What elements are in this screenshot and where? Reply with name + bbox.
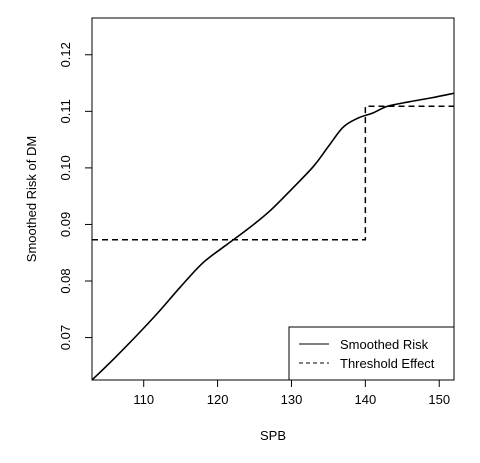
- y-tick-label: 0.07: [58, 325, 73, 350]
- y-tick-label: 0.09: [58, 212, 73, 237]
- series-layer: [91, 92, 455, 381]
- x-axis: 110 120 130 140 150: [133, 380, 450, 407]
- legend-label-threshold-effect: Threshold Effect: [340, 356, 435, 371]
- legend-label-smoothed-risk: Smoothed Risk: [340, 337, 429, 352]
- x-tick-label: 110: [133, 392, 154, 407]
- plot-frame: [91, 17, 455, 381]
- series-line-threshold-effect: [92, 105, 454, 241]
- x-tick-label: 150: [428, 392, 450, 407]
- series-line-smoothed-risk: [91, 92, 455, 381]
- x-tick-label: 120: [207, 392, 229, 407]
- y-tick-label: 0.11: [58, 99, 73, 123]
- x-axis-title: SPB: [260, 428, 286, 443]
- y-tick-label: 0.12: [58, 42, 73, 67]
- legend-box: [288, 326, 455, 381]
- y-tick-label: 0.08: [58, 268, 73, 293]
- x-tick-label: 140: [354, 392, 376, 407]
- y-tick-label: 0.10: [58, 155, 73, 180]
- x-tick-label: 130: [281, 392, 303, 407]
- y-axis-title: Smoothed Risk of DM: [24, 136, 39, 262]
- y-axis: 0.07 0.08 0.09 0.10 0.11 0.12: [58, 42, 92, 350]
- legend: Smoothed Risk Threshold Effect: [288, 326, 455, 381]
